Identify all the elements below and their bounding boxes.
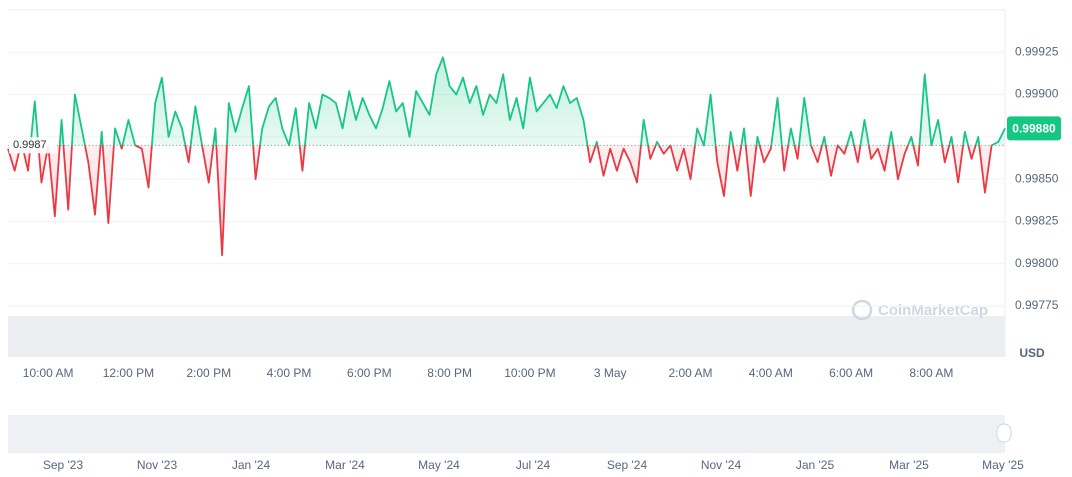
x-tick-label: 6:00 AM [829, 366, 873, 380]
y-tick-label: 0.99775 [1015, 298, 1059, 312]
navigator-label: May '25 [982, 458, 1024, 472]
navigator-label: Mar '24 [325, 458, 365, 472]
x-tick-label: 10:00 AM [23, 366, 74, 380]
x-tick-label: 2:00 AM [668, 366, 712, 380]
watermark: CoinMarketCap [878, 302, 988, 319]
x-tick-label: 4:00 AM [749, 366, 793, 380]
navigator-label: Sep '24 [607, 458, 648, 472]
navigator-label: Nov '24 [701, 458, 742, 472]
y-tick-label: 0.99800 [1015, 256, 1059, 270]
x-tick-label: 3 May [594, 366, 627, 380]
x-tick-label: 2:00 PM [186, 366, 231, 380]
current-price-label: 0.99880 [1012, 122, 1056, 136]
area [8, 57, 1005, 256]
navigator[interactable] [8, 415, 1005, 453]
baseline-label: 0.9987 [13, 139, 47, 151]
current-price-badge [1007, 116, 1061, 141]
navigator-handle[interactable] [996, 423, 1012, 443]
x-tick-label: 12:00 PM [103, 366, 154, 380]
y-tick-label: 0.99900 [1015, 87, 1059, 101]
navigator-label: Jul '24 [516, 458, 551, 472]
y-tick-label: 0.99850 [1015, 171, 1059, 185]
x-tick-label: 8:00 AM [909, 366, 953, 380]
y-tick-label: 0.99825 [1015, 214, 1059, 228]
baseline-label-bg [9, 137, 57, 154]
watermark-logo [851, 299, 873, 321]
x-tick-label: 8:00 PM [427, 366, 472, 380]
x-tick-label: 10:00 PM [504, 366, 555, 380]
x-tick-label: 4:00 PM [267, 366, 312, 380]
y-tick-label: 0.99925 [1015, 44, 1059, 58]
volume-area [8, 316, 1005, 357]
navigator-label: Jan '25 [796, 458, 835, 472]
navigator-label: Nov '23 [137, 458, 178, 472]
price-line [7, 56, 1006, 257]
navigator-label: Jan '24 [232, 458, 271, 472]
x-tick-label: 6:00 PM [347, 366, 392, 380]
navigator-label: Mar '25 [889, 458, 929, 472]
y-unit: USD [1019, 346, 1045, 360]
navigator-label: May '24 [418, 458, 460, 472]
navigator-label: Sep '23 [43, 458, 84, 472]
